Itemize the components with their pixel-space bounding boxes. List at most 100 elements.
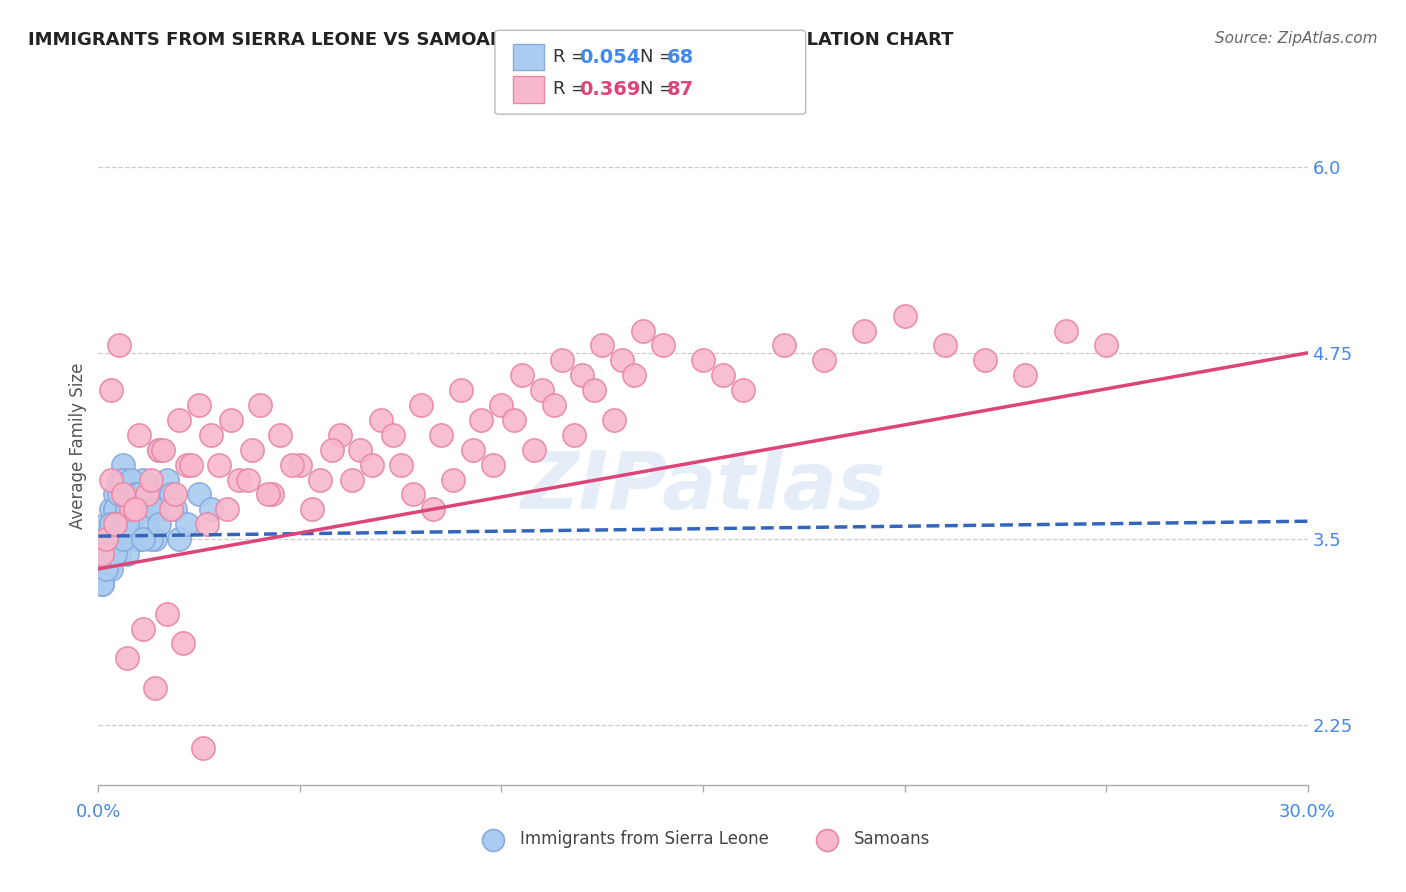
Point bbox=[491, 398, 513, 412]
Point bbox=[103, 517, 125, 532]
Point bbox=[96, 562, 118, 576]
Point bbox=[583, 383, 606, 397]
Point bbox=[124, 487, 146, 501]
Point bbox=[107, 487, 129, 501]
Text: N =: N = bbox=[640, 80, 679, 98]
Point bbox=[256, 487, 278, 501]
Point bbox=[349, 442, 371, 457]
Point bbox=[124, 532, 146, 546]
Point bbox=[160, 502, 183, 516]
Point bbox=[163, 487, 186, 501]
Point bbox=[100, 383, 122, 397]
Point bbox=[115, 487, 138, 501]
Point bbox=[148, 442, 170, 457]
Point bbox=[228, 473, 250, 487]
Point bbox=[100, 517, 122, 532]
Point bbox=[103, 502, 125, 516]
Point bbox=[96, 562, 118, 576]
Point bbox=[510, 368, 533, 383]
Point bbox=[111, 487, 134, 501]
Point bbox=[139, 502, 162, 516]
Point bbox=[132, 502, 155, 516]
Point bbox=[96, 547, 118, 561]
Text: 0.369: 0.369 bbox=[579, 79, 641, 99]
Point bbox=[176, 517, 198, 532]
Point bbox=[139, 473, 162, 487]
Point bbox=[124, 532, 146, 546]
Point bbox=[571, 368, 593, 383]
Point bbox=[591, 338, 613, 352]
Point bbox=[100, 517, 122, 532]
Point bbox=[135, 517, 157, 532]
Point bbox=[96, 532, 118, 546]
Point bbox=[107, 532, 129, 546]
Point bbox=[260, 487, 283, 501]
Point bbox=[193, 740, 215, 755]
Point bbox=[288, 458, 311, 472]
Point bbox=[651, 338, 673, 352]
Point bbox=[733, 383, 755, 397]
Point bbox=[562, 427, 585, 442]
Point bbox=[281, 458, 304, 472]
Point bbox=[128, 487, 150, 501]
Point bbox=[221, 413, 243, 427]
Point bbox=[103, 517, 125, 532]
Point bbox=[208, 458, 231, 472]
Point bbox=[631, 324, 654, 338]
Point bbox=[103, 502, 125, 516]
Point bbox=[103, 517, 125, 532]
Point bbox=[139, 532, 162, 546]
Point bbox=[96, 517, 118, 532]
Point bbox=[91, 532, 114, 546]
Point bbox=[523, 442, 546, 457]
Point bbox=[132, 532, 155, 546]
Point bbox=[100, 473, 122, 487]
Point bbox=[128, 427, 150, 442]
Point bbox=[115, 517, 138, 532]
Point bbox=[111, 517, 134, 532]
Point bbox=[111, 473, 134, 487]
Point bbox=[853, 324, 876, 338]
Point bbox=[156, 473, 179, 487]
Point bbox=[120, 473, 142, 487]
Point bbox=[240, 442, 263, 457]
Point bbox=[402, 487, 425, 501]
Point bbox=[111, 473, 134, 487]
Point bbox=[381, 427, 404, 442]
Point bbox=[100, 547, 122, 561]
Point bbox=[430, 427, 453, 442]
Point bbox=[115, 651, 138, 665]
Point bbox=[163, 502, 186, 516]
Point bbox=[91, 547, 114, 561]
Point bbox=[143, 681, 166, 695]
Point bbox=[543, 398, 565, 412]
Point bbox=[441, 473, 464, 487]
Point bbox=[422, 502, 444, 516]
Point bbox=[107, 338, 129, 352]
Point bbox=[148, 517, 170, 532]
Point bbox=[96, 562, 118, 576]
Point bbox=[893, 309, 915, 323]
Point bbox=[530, 383, 553, 397]
Y-axis label: Average Family Size: Average Family Size bbox=[69, 363, 87, 529]
Point bbox=[934, 338, 956, 352]
Point bbox=[124, 502, 146, 516]
Point bbox=[143, 502, 166, 516]
Point bbox=[107, 517, 129, 532]
Text: N =: N = bbox=[640, 48, 679, 66]
Text: IMMIGRANTS FROM SIERRA LEONE VS SAMOAN AVERAGE FAMILY SIZE CORRELATION CHART: IMMIGRANTS FROM SIERRA LEONE VS SAMOAN A… bbox=[28, 31, 953, 49]
Point bbox=[120, 532, 142, 546]
Point bbox=[692, 353, 714, 368]
Point bbox=[502, 413, 524, 427]
Point bbox=[135, 487, 157, 501]
Point bbox=[249, 398, 271, 412]
Point bbox=[111, 458, 134, 472]
Point bbox=[132, 622, 155, 636]
Text: ZIPatlas: ZIPatlas bbox=[520, 448, 886, 525]
Point bbox=[217, 502, 239, 516]
Point bbox=[200, 502, 222, 516]
Point bbox=[91, 577, 114, 591]
Point bbox=[301, 502, 323, 516]
Point bbox=[156, 607, 179, 621]
Point bbox=[96, 532, 118, 546]
